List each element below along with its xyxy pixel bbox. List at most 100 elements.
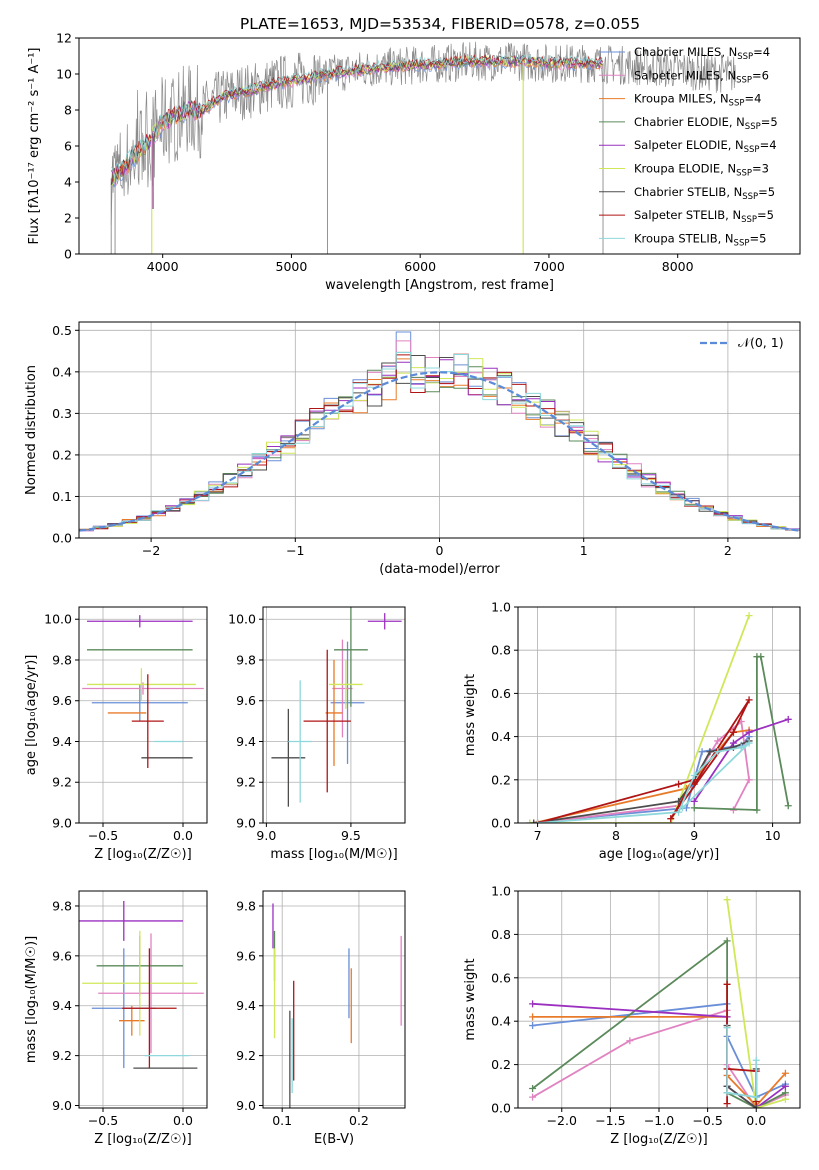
x-tick-label: 8 xyxy=(612,828,620,843)
x-axis-label: wavelength [Angstrom, rest frame] xyxy=(325,278,554,293)
axes-frame: −2 −1 0 1 2 0.0 0.1 0.2 0.3 0.4 0.5 (data-model)/er… xyxy=(24,321,801,577)
weight-marker xyxy=(714,737,722,745)
axes-frame: −0.5 0.0 9.0 9.2 9.4 9.6 9.8 10.0 Z [log₁₀(Z/Z☉)… xyxy=(24,606,208,862)
x-axis-label: Z [log₁₀(Z/Z☉)] xyxy=(610,1132,707,1147)
weight-marker xyxy=(784,715,792,723)
axes-frame: −0.5 0.0 9.0 9.2 9.4 9.6 9.8 Z [log₁₀(Z/Z☉)] mas… xyxy=(24,890,208,1147)
x-tick-label: 9.5 xyxy=(341,828,361,843)
x-tick-label: 1 xyxy=(580,543,588,558)
y-tick-label: 9.6 xyxy=(236,948,256,963)
weight-marker xyxy=(698,748,706,756)
panel-weight-vs-age: 7 8 9 10 0.0 0.2 0.4 0.6 0.8 1.0 age [log₁₀(age/yr… xyxy=(463,600,801,862)
plot-area xyxy=(82,615,204,768)
y-axis-label: mass weight xyxy=(463,958,478,1040)
y-tick-label: 9.0 xyxy=(236,1098,256,1113)
y-tick-label: 0.0 xyxy=(491,816,511,831)
weight-marker xyxy=(781,1082,789,1090)
legend-entry: Chabrier STELIB, NSSP=5 xyxy=(634,185,775,202)
weight-marker xyxy=(752,1104,760,1108)
grid xyxy=(79,607,207,824)
axes-frame: −2.0 −1.5 −1.0 −0.5 0.0 0.0 0.2 0.4 0.6 0.8 1.0 Z [… xyxy=(463,884,801,1147)
model-line-kroupa-stelib xyxy=(110,53,603,179)
plot-area xyxy=(272,903,402,1108)
weight-marker xyxy=(706,748,714,756)
histogram-chabrier-elodie xyxy=(79,351,800,531)
x-axis-label: E(B-V) xyxy=(314,1132,354,1147)
plot-area xyxy=(271,607,402,807)
weight-marker xyxy=(723,1024,731,1032)
y-tick-label: 9.0 xyxy=(52,816,72,831)
y-tick-label: 0.8 xyxy=(491,643,511,658)
weight-line-kroupa-elodie xyxy=(726,899,786,1108)
x-tick-label: −0.5 xyxy=(88,1113,118,1128)
legend-entry: Chabrier MILES, NSSP=4 xyxy=(634,45,770,62)
x-axis-label: Z [log₁₀(Z/Z☉)] xyxy=(94,847,191,862)
weight-marker xyxy=(530,819,538,823)
weight-marker xyxy=(752,1093,760,1101)
x-tick-label: 0.2 xyxy=(349,1113,369,1128)
weight-marker xyxy=(752,1056,760,1064)
y-tick-label: 0.0 xyxy=(52,531,72,546)
y-tick-label: 10 xyxy=(56,67,72,82)
weight-marker xyxy=(534,819,542,823)
x-tick-label: 6000 xyxy=(404,259,436,274)
y-tick-label: 9.2 xyxy=(236,775,256,790)
grid xyxy=(263,891,405,1108)
x-tick-label: 8000 xyxy=(662,259,694,274)
weight-line-kroupa-elodie xyxy=(529,615,750,823)
histogram-salpeter-stelib xyxy=(79,353,800,531)
weight-marker xyxy=(529,1084,537,1092)
weight-marker xyxy=(745,728,753,736)
weight-marker xyxy=(723,980,731,988)
y-tick-label: 9.6 xyxy=(52,693,72,708)
y-axis-label: mass weight xyxy=(463,674,478,756)
x-tick-label: −1.5 xyxy=(595,1113,625,1128)
weight-marker xyxy=(723,896,731,904)
y-tick-label: 0.4 xyxy=(491,729,511,744)
legend-entry: Salpeter STELIB, NSSP=5 xyxy=(634,208,774,225)
y-tick-label: 0.4 xyxy=(52,364,72,379)
legend-entry: Kroupa MILES, NSSP=4 xyxy=(634,92,761,109)
panel-mass-vs-Z: −0.5 0.0 9.0 9.2 9.4 9.6 9.8 Z [log₁₀(Z/Z☉)] mas… xyxy=(24,890,208,1147)
x-tick-label: −2 xyxy=(142,543,160,558)
y-tick-label: 9.8 xyxy=(52,898,72,913)
weight-marker xyxy=(781,1095,789,1103)
y-tick-label: 0.0 xyxy=(491,1101,511,1116)
axes-frame: 0.1 0.2 9.0 9.2 9.4 9.6 9.8 E(B-V) xyxy=(236,890,406,1147)
y-tick-label: 0.2 xyxy=(491,1057,511,1072)
x-tick-label: 0.0 xyxy=(746,1113,766,1128)
panel-residuals: −2 −1 0 1 2 0.0 0.1 0.2 0.3 0.4 0.5 (data-model)/er… xyxy=(24,321,801,577)
data-spectrum-line xyxy=(110,41,736,226)
weight-marker xyxy=(675,780,683,788)
grid xyxy=(518,890,800,1109)
y-tick-label: 1.0 xyxy=(491,600,511,615)
x-tick-label: 0.0 xyxy=(173,1113,193,1128)
y-tick-label: 9.2 xyxy=(52,775,72,790)
x-tick-label: 0 xyxy=(436,543,444,558)
plot-area xyxy=(529,896,789,1108)
y-tick-label: 0.2 xyxy=(52,447,72,462)
y-tick-label: 10.0 xyxy=(228,612,256,627)
y-tick-label: 9.4 xyxy=(52,734,72,749)
weight-line-chabrier-stelib xyxy=(533,740,750,823)
weight-marker xyxy=(529,1013,537,1021)
y-tick-label: 9.6 xyxy=(236,693,256,708)
y-tick-label: 0.6 xyxy=(491,970,511,985)
gaussian-curve xyxy=(79,371,800,532)
weight-marker xyxy=(723,1089,731,1097)
x-tick-label: 4000 xyxy=(147,259,179,274)
panel-mass-vs-EBV: 0.1 0.2 9.0 9.2 9.4 9.6 9.8 E(B-V) xyxy=(236,890,406,1147)
axes-box xyxy=(78,606,208,824)
x-tick-label: 7000 xyxy=(533,259,565,274)
figure-title: PLATE=1653, MJD=53534, FIBERID=0578, z=0… xyxy=(240,15,640,33)
weight-marker xyxy=(753,806,761,814)
y-tick-label: 9.8 xyxy=(52,652,72,667)
weight-marker xyxy=(679,804,686,812)
weight-marker xyxy=(781,1069,789,1077)
x-tick-label: 0.0 xyxy=(173,828,193,843)
weight-marker xyxy=(745,612,753,620)
weight-marker xyxy=(526,819,534,823)
y-axis-label: mass [log₁₀(M/M☉)] xyxy=(24,936,39,1063)
y-tick-label: 12 xyxy=(56,31,72,46)
weight-marker xyxy=(745,696,753,704)
